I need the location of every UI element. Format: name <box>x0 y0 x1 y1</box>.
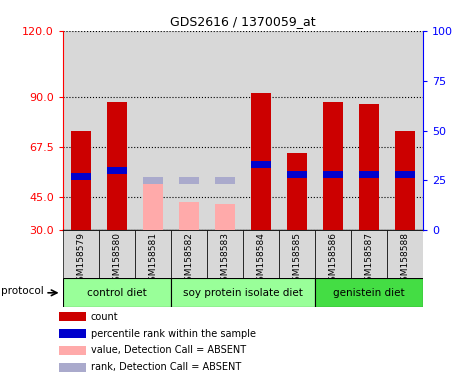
Bar <box>171 230 207 278</box>
Title: GDS2616 / 1370059_at: GDS2616 / 1370059_at <box>170 15 316 28</box>
Text: GSM158584: GSM158584 <box>257 232 266 287</box>
Bar <box>207 230 243 278</box>
Bar <box>71 131 91 230</box>
Bar <box>99 230 135 278</box>
Bar <box>71 172 91 180</box>
Bar <box>359 104 379 230</box>
Bar <box>107 167 127 174</box>
Bar <box>251 161 271 169</box>
Bar <box>179 202 199 230</box>
Bar <box>395 170 415 179</box>
Bar <box>387 230 423 278</box>
Text: GSM158587: GSM158587 <box>365 232 373 287</box>
Text: soy protein isolate diet: soy protein isolate diet <box>183 288 303 298</box>
Bar <box>107 102 127 230</box>
Bar <box>351 230 387 278</box>
Text: rank, Detection Call = ABSENT: rank, Detection Call = ABSENT <box>91 362 241 372</box>
Text: control diet: control diet <box>87 288 146 298</box>
Bar <box>315 278 423 307</box>
Text: percentile rank within the sample: percentile rank within the sample <box>91 329 256 339</box>
Bar <box>395 131 415 230</box>
Bar <box>359 170 379 179</box>
Bar <box>171 278 315 307</box>
Bar <box>63 278 171 307</box>
Bar <box>251 93 271 230</box>
Bar <box>59 363 86 372</box>
Bar <box>279 230 315 278</box>
Bar <box>287 153 307 230</box>
Bar <box>287 170 307 179</box>
Bar <box>323 170 343 179</box>
Bar <box>215 177 235 184</box>
Bar <box>59 329 86 338</box>
Text: value, Detection Call = ABSENT: value, Detection Call = ABSENT <box>91 346 246 356</box>
Text: GSM158588: GSM158588 <box>401 232 410 287</box>
Bar <box>59 313 86 321</box>
Bar <box>135 230 171 278</box>
Bar <box>243 230 279 278</box>
Bar <box>59 346 86 355</box>
Bar <box>215 204 235 230</box>
Text: GSM158583: GSM158583 <box>220 232 229 287</box>
Text: count: count <box>91 312 118 322</box>
Text: GSM158585: GSM158585 <box>292 232 301 287</box>
Bar <box>323 102 343 230</box>
Bar <box>143 177 163 184</box>
Text: GSM158586: GSM158586 <box>329 232 338 287</box>
Text: GSM158581: GSM158581 <box>148 232 157 287</box>
Text: genistein diet: genistein diet <box>333 288 405 298</box>
Bar <box>315 230 351 278</box>
Bar <box>143 182 163 230</box>
Text: GSM158582: GSM158582 <box>185 232 193 287</box>
Bar <box>179 177 199 184</box>
Bar <box>63 230 99 278</box>
Text: GSM158580: GSM158580 <box>113 232 121 287</box>
Text: GSM158579: GSM158579 <box>76 232 85 287</box>
Text: protocol: protocol <box>1 286 44 296</box>
